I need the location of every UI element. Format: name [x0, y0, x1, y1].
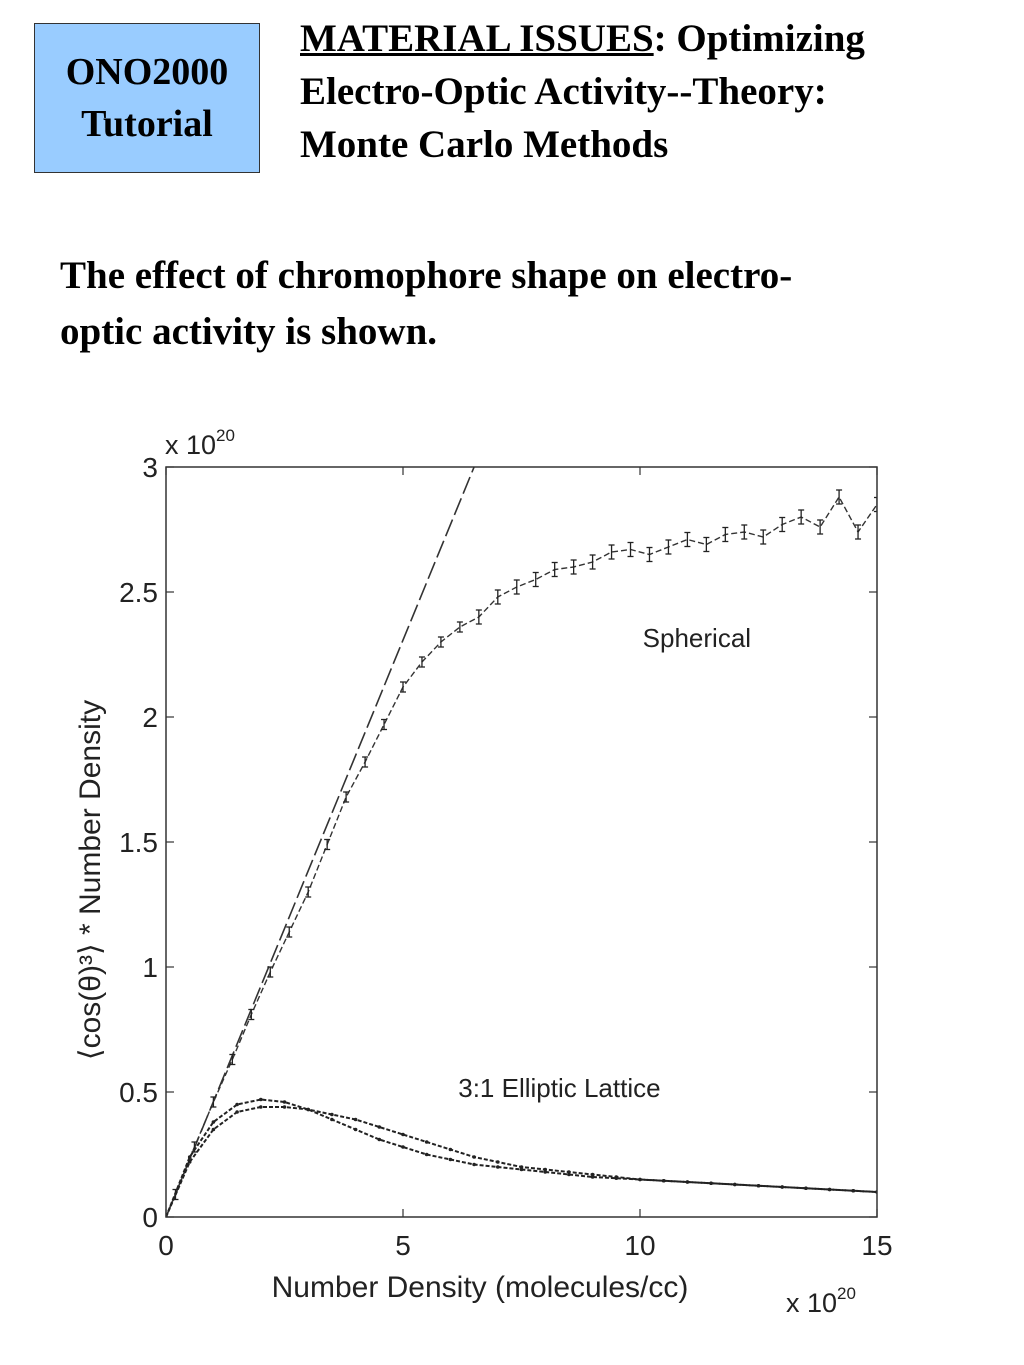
series-elliptic-point — [685, 1180, 690, 1184]
series-elliptic-point — [235, 1102, 239, 1107]
x-tick-label: 15 — [861, 1230, 892, 1261]
series-elliptic-point — [377, 1137, 382, 1142]
series-elliptic-point — [567, 1172, 571, 1177]
y-tick-label: 0.5 — [119, 1077, 158, 1108]
series-elliptic-point — [259, 1097, 263, 1102]
series-elliptic-point — [496, 1165, 500, 1169]
badge-line-2: Tutorial — [81, 103, 213, 145]
series-elliptic-point — [187, 1155, 192, 1159]
series-elliptic-point — [353, 1127, 358, 1132]
series-elliptic-point — [448, 1157, 453, 1162]
axes-layer: 0 5 10 15 0 0.5 1 1.5 2 2.5 3 Spherical 3:1 Elliptic… — [119, 452, 893, 1261]
series-elliptic-point — [638, 1177, 642, 1182]
series-elliptic-point — [733, 1182, 737, 1187]
y-tick-label: 2.5 — [119, 577, 158, 608]
x-tick-label: 0 — [158, 1230, 174, 1261]
x-tick-label: 5 — [395, 1230, 411, 1261]
series-elliptic-point — [377, 1125, 382, 1129]
series-elliptic-point — [330, 1112, 334, 1117]
series-elliptic-point — [472, 1155, 476, 1159]
series-elliptic-point — [709, 1181, 713, 1186]
series-elliptic-point — [543, 1167, 547, 1172]
title-line-2: Electro-Optic Activity--Theory: — [300, 70, 827, 113]
tutorial-badge: ONO2000 Tutorial — [34, 23, 260, 173]
annotation-1: 3:1 Elliptic Lattice — [458, 1073, 660, 1103]
y-tick-label: 1 — [142, 952, 158, 983]
page-title: MATERIAL ISSUES: Optimizing Electro-Opti… — [300, 12, 1000, 171]
series-elliptic-point — [590, 1172, 595, 1177]
title-rest: : Optimizing — [653, 17, 865, 60]
x-axis-label: Number Density (molecules/cc) — [272, 1271, 689, 1304]
series-elliptic-point — [780, 1185, 784, 1189]
chart: 0 5 10 15 0 0.5 1 1.5 2 2.5 3 Spherical 3:1 Elliptic… — [74, 426, 893, 1318]
series-elliptic-point — [235, 1110, 239, 1114]
plot-frame — [165, 466, 878, 1218]
series-elliptic-point — [187, 1160, 192, 1164]
series-elliptic-point — [306, 1107, 311, 1112]
series-elliptic-point — [401, 1132, 405, 1137]
y-tick-label: 2 — [142, 702, 158, 733]
series-elliptic-point — [519, 1165, 524, 1169]
series-elliptic-point — [472, 1162, 476, 1167]
series-elliptic-point — [543, 1170, 547, 1174]
series-elliptic-point — [827, 1187, 832, 1192]
series-dashed-line — [166, 467, 475, 1217]
title-underlined: MATERIAL ISSUES — [300, 17, 654, 60]
y-axis-label: ⟨cos(θ)³⟩ * Number Density — [74, 700, 107, 1060]
series-elliptic-point — [661, 1178, 666, 1183]
y-tick-label: 3 — [142, 452, 158, 483]
intro-line-1: The effect of chromophore shape on elect… — [60, 254, 793, 297]
y-multiplier: x 1020 — [165, 426, 235, 460]
intro-text: The effect of chromophore shape on elect… — [60, 248, 960, 360]
series-elliptic-point — [804, 1186, 808, 1191]
x-multiplier: x 1020 — [786, 1284, 856, 1318]
series-elliptic-point — [282, 1105, 287, 1109]
series-elliptic-point — [401, 1145, 405, 1149]
badge-line-1: ONO2000 — [65, 51, 229, 93]
series-elliptic-point — [756, 1183, 761, 1188]
series-elliptic-point — [211, 1127, 216, 1132]
series-spherical-line — [166, 495, 877, 1217]
title-line-3: Monte Carlo Methods — [300, 123, 669, 166]
series-elliptic-point — [282, 1100, 287, 1104]
series-elliptic-point — [259, 1105, 263, 1109]
y-tick-label: 1.5 — [119, 827, 158, 858]
series-elliptic-point — [211, 1120, 216, 1124]
annotation-0: Spherical — [643, 623, 751, 653]
series-elliptic-line-3 — [166, 1106, 877, 1217]
series-elliptic-point — [330, 1117, 334, 1122]
series-elliptic-point — [353, 1117, 358, 1122]
series-elliptic-point — [590, 1175, 595, 1179]
series-elliptic-point — [496, 1160, 500, 1164]
series-elliptic-point — [448, 1147, 453, 1152]
series-elliptic-point — [614, 1175, 619, 1179]
series-elliptic-line-2 — [166, 1098, 877, 1217]
intro-line-2: optic activity is shown. — [60, 310, 438, 353]
plot-layer — [166, 467, 877, 1217]
series-elliptic-point — [567, 1170, 571, 1174]
series-elliptic-point — [424, 1152, 429, 1157]
x-tick-label: 10 — [624, 1230, 655, 1261]
series-elliptic-point — [519, 1167, 524, 1172]
series-elliptic-point — [424, 1140, 429, 1144]
y-tick-label: 0 — [142, 1202, 158, 1233]
series-elliptic-point — [851, 1188, 856, 1193]
